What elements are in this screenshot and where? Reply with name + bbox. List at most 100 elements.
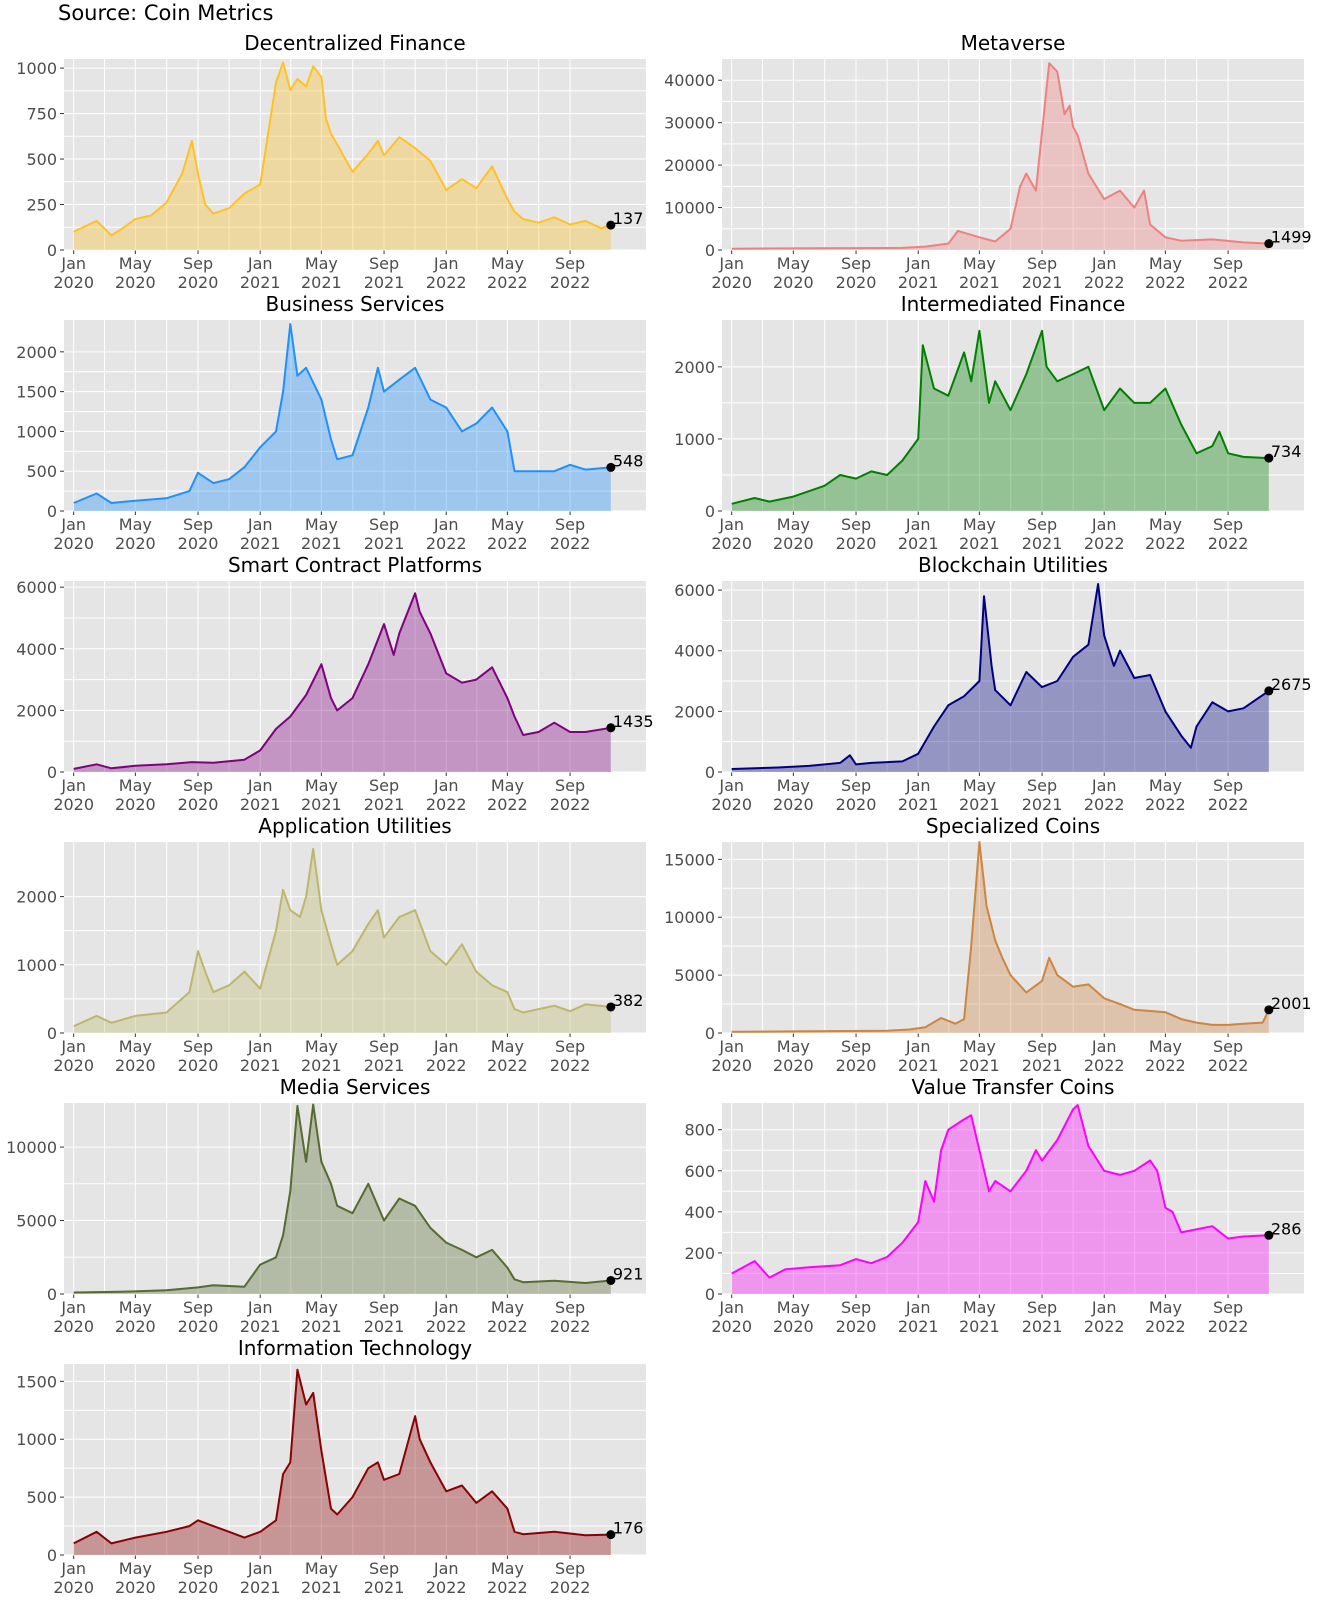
x-tick-label: May 2021 (959, 1298, 1000, 1336)
x-tick-month: Jan (1091, 254, 1117, 273)
information-technology-end-point (606, 1530, 616, 1540)
y-tick-label: 4000 (674, 642, 715, 661)
x-tick-month: Sep (841, 254, 871, 273)
media-services-end-label: 921 (613, 1264, 644, 1283)
x-tick-year: 2022 (1084, 273, 1125, 292)
intermediated-finance-title: Intermediated Finance (901, 292, 1126, 316)
x-tick-label: Sep 2021 (1022, 776, 1063, 814)
x-tick-month: Jan (433, 776, 459, 795)
x-tick-month: Sep (841, 776, 871, 795)
blockchain-utilities-title: Blockchain Utilities (918, 553, 1108, 577)
specialized-coins-plot-area (722, 842, 1304, 1033)
y-tick-label: 10000 (6, 1138, 57, 1157)
x-tick-month: May (963, 515, 996, 534)
x-tick-label: May 2020 (115, 254, 156, 292)
business-services-end-point (606, 462, 616, 472)
x-tick-month: May (491, 1037, 524, 1056)
x-tick-label: Sep 2022 (1208, 515, 1249, 553)
x-tick-label: Jan 2022 (426, 1298, 467, 1336)
x-tick-label: Jan 2022 (426, 515, 467, 553)
decentralized-finance-end-point (606, 220, 616, 230)
value-transfer-coins-plot-area (722, 1103, 1304, 1294)
x-tick-year: 2022 (426, 1056, 467, 1075)
x-tick-month: May (491, 776, 524, 795)
x-tick-month: May (305, 776, 338, 795)
value-transfer-coins-end-point (1264, 1230, 1274, 1240)
y-tick-label: 1500 (16, 1372, 57, 1391)
x-tick-year: 2020 (178, 1056, 219, 1075)
x-tick-year: 2021 (240, 534, 281, 553)
x-tick-year: 2020 (53, 1578, 94, 1597)
media-services-plot-area (64, 1103, 646, 1294)
x-tick-month: May (777, 1037, 810, 1056)
x-tick-label: Sep 2020 (836, 1298, 877, 1336)
x-tick-label: May 2020 (115, 515, 156, 553)
x-tick-year: 2020 (53, 534, 94, 553)
x-tick-month: May (1149, 1037, 1182, 1056)
intermediated-finance-end-label: 734 (1271, 442, 1302, 461)
x-tick-month: Jan (60, 515, 86, 534)
x-tick-month: May (119, 776, 152, 795)
x-tick-year: 2021 (364, 1056, 405, 1075)
x-tick-year: 2022 (1084, 795, 1125, 814)
x-tick-month: Jan (60, 776, 86, 795)
x-tick-year: 2022 (487, 1317, 528, 1336)
x-tick-year: 2021 (1022, 795, 1063, 814)
x-tick-year: 2020 (178, 273, 219, 292)
x-tick-year: 2022 (426, 1317, 467, 1336)
x-tick-label: Jan 2021 (240, 1559, 281, 1597)
x-tick-label: Jan 2022 (426, 1037, 467, 1075)
x-tick-month: Sep (1213, 776, 1243, 795)
source-note: Source: Coin Metrics (58, 1, 274, 25)
x-tick-year: 2020 (836, 1056, 877, 1075)
smart-contract-platforms-line (73, 592, 611, 770)
y-tick-label: 1000 (16, 956, 57, 975)
information-technology-plot-area (64, 1364, 646, 1555)
x-tick-year: 2021 (301, 273, 342, 292)
x-tick-label: Sep 2022 (550, 1298, 591, 1336)
x-tick-label: May 2020 (773, 515, 814, 553)
x-tick-label: May 2022 (1145, 515, 1186, 553)
x-tick-label: Jan 2022 (426, 1559, 467, 1597)
x-tick-year: 2022 (1208, 273, 1249, 292)
x-tick-month: May (777, 254, 810, 273)
x-tick-label: May 2022 (487, 515, 528, 553)
x-tick-year: 2020 (53, 273, 94, 292)
x-tick-year: 2021 (898, 534, 939, 553)
y-tick-label: 6000 (674, 581, 715, 600)
x-tick-month: Sep (369, 776, 399, 795)
x-tick-month: Sep (555, 1037, 585, 1056)
x-tick-year: 2022 (1145, 273, 1186, 292)
x-tick-year: 2021 (240, 1317, 281, 1336)
x-tick-year: 2021 (301, 1578, 342, 1597)
x-tick-label: May 2021 (301, 254, 342, 292)
x-tick-year: 2021 (301, 795, 342, 814)
smart-contract-platforms-end-label: 1435 (613, 712, 654, 731)
x-tick-label: Sep 2020 (178, 254, 219, 292)
y-tick-label: 2000 (674, 358, 715, 377)
x-tick-month: May (963, 1298, 996, 1317)
smart-contract-platforms-plot-area (64, 581, 646, 772)
x-tick-year: 2021 (364, 273, 405, 292)
y-tick-label: 1000 (16, 59, 57, 78)
x-tick-label: Sep 2020 (178, 1298, 219, 1336)
x-tick-year: 2020 (711, 1056, 752, 1075)
x-tick-month: Sep (183, 1037, 213, 1056)
y-tick-label: 0 (705, 1024, 715, 1043)
metaverse-end-point (1264, 239, 1274, 249)
value-transfer-coins-line (731, 1104, 1269, 1279)
y-tick-label: 500 (26, 462, 57, 481)
x-tick-label: Jan 2022 (426, 254, 467, 292)
x-tick-month: Jan (718, 254, 744, 273)
x-tick-label: May 2022 (1145, 1298, 1186, 1336)
smart-contract-platforms-end-point (606, 723, 616, 733)
x-tick-label: Sep 2022 (1208, 1298, 1249, 1336)
x-tick-label: Sep 2022 (1208, 254, 1249, 292)
x-tick-label: Jan 2022 (1084, 515, 1125, 553)
x-tick-label: May 2022 (487, 1037, 528, 1075)
media-services-title: Media Services (280, 1075, 431, 1099)
x-tick-month: May (491, 1298, 524, 1317)
y-tick-label: 4000 (16, 640, 57, 659)
